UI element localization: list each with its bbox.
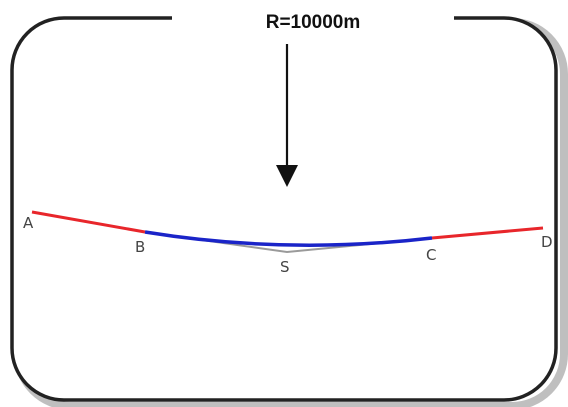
point-label-d: D xyxy=(541,233,553,251)
point-label-b: B xyxy=(135,238,145,256)
point-label-s: S xyxy=(280,258,290,276)
radius-label: R=10000m xyxy=(266,12,361,33)
point-label-a: A xyxy=(23,214,34,232)
frame xyxy=(12,18,556,400)
point-label-c: C xyxy=(426,246,436,264)
